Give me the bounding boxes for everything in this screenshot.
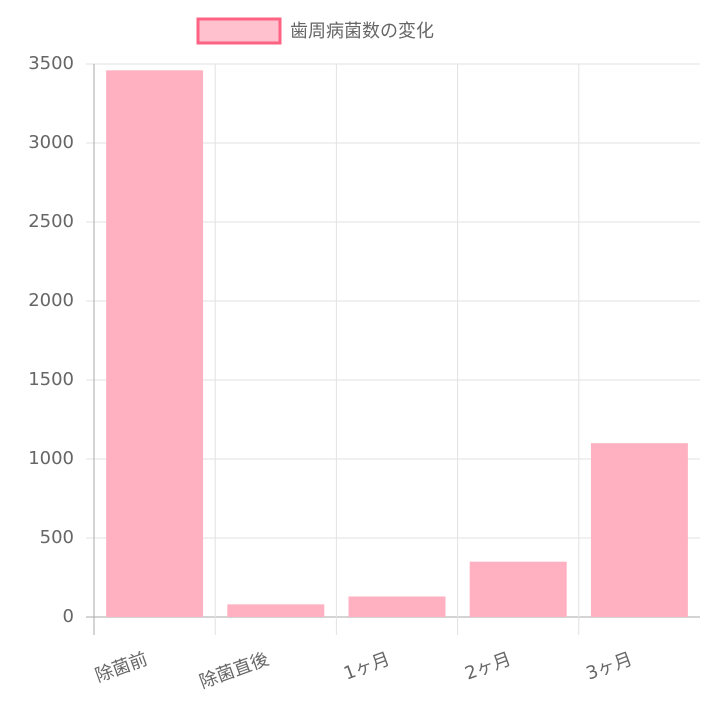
bar [590, 443, 688, 617]
bar [106, 70, 204, 617]
y-tick-label: 2000 [28, 290, 74, 311]
bar [227, 604, 325, 617]
y-tick-label: 1000 [28, 448, 74, 469]
y-tick-label: 2500 [28, 211, 74, 232]
y-tick-label: 0 [63, 606, 74, 627]
legend-swatch [196, 17, 282, 45]
x-tick-label: 3ヶ月 [583, 649, 635, 685]
y-tick-label: 500 [40, 527, 74, 548]
y-tick-label: 3000 [28, 132, 74, 153]
bar [348, 596, 446, 617]
x-tick-label: 除菌前 [92, 649, 150, 687]
y-tick-label: 1500 [28, 369, 74, 390]
x-tick-label: 除菌直後 [197, 649, 272, 693]
x-tick-label: 1ヶ月 [341, 649, 393, 685]
bar [469, 561, 567, 617]
x-tick-label: 2ヶ月 [462, 649, 514, 685]
legend-label: 歯周病菌数の変化 [290, 21, 434, 42]
y-tick-label: 3500 [28, 53, 74, 74]
